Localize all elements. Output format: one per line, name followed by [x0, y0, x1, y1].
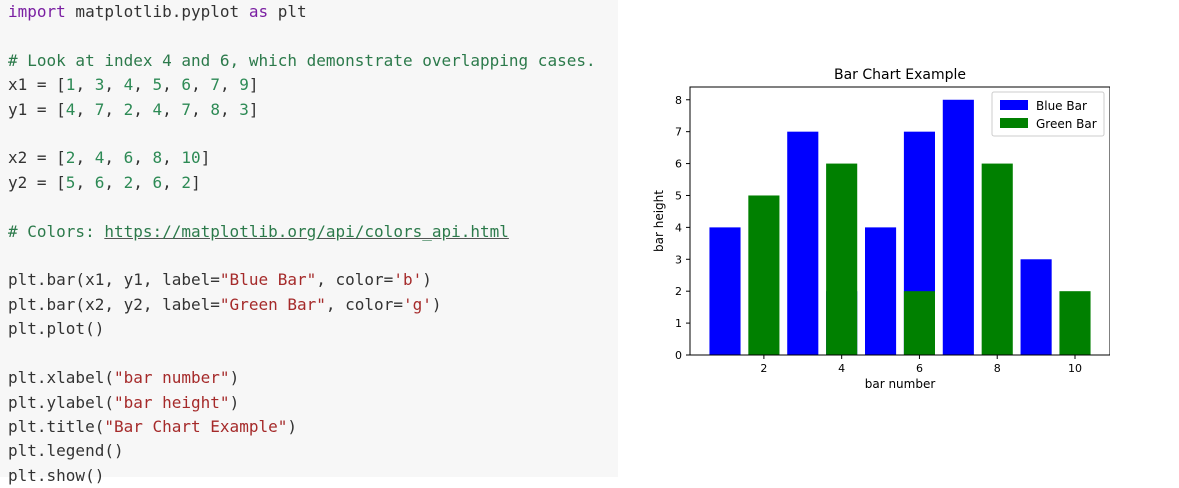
bar-blue-3 [787, 131, 819, 355]
y-tick-label: 2 [675, 285, 682, 298]
x-tick-label: 10 [1068, 362, 1082, 375]
code-comment-colors: # Colors: https://matplotlib.org/api/col… [8, 221, 509, 241]
bar-green-6 [903, 291, 935, 355]
y-tick-label: 1 [675, 317, 682, 330]
code-editor[interactable]: import matplotlib.pyplot as plt # Look a… [8, 0, 618, 488]
code-text: plt [268, 2, 307, 21]
code-comment: # Look at index 4 and 6, which demonstra… [8, 50, 596, 70]
y-tick-label: 0 [675, 349, 682, 362]
x-axis-label: bar number [865, 377, 936, 391]
legend-swatch-blue [1000, 100, 1028, 110]
code-line-x2: x2 = [2, 4, 6, 8, 10] [8, 148, 211, 168]
y-tick-label: 7 [675, 126, 682, 139]
bar-blue-7 [942, 99, 974, 355]
bar-green-10 [1059, 291, 1091, 355]
bar-chart: 2 4 6 8 10 0 1 2 3 4 5 6 7 8 Bar Chart Example bar numb… [640, 55, 1110, 405]
axes-frame [689, 86, 1110, 356]
code-line-plot: plt.plot() [8, 319, 105, 339]
bar-green-4 [826, 163, 858, 355]
y-axis-label: bar height [652, 190, 666, 252]
bar-green-2 [748, 195, 780, 355]
y-tick-label: 6 [675, 158, 682, 171]
x-tick-label: 6 [916, 362, 923, 375]
keyword: import [8, 2, 66, 21]
code-line-y2: y2 = [5, 6, 2, 6, 2] [8, 172, 201, 192]
colors-doc-link[interactable]: https://matplotlib.org/api/colors_api.ht… [104, 221, 509, 241]
chart-svg: 2 4 6 8 10 0 1 2 3 4 5 6 7 8 Bar Chart Example bar numb… [652, 67, 1110, 391]
y-tick-label: 5 [675, 189, 682, 202]
y-tick-label: 4 [675, 221, 682, 234]
code-line-show: plt.show() [8, 465, 105, 485]
chart-title: Bar Chart Example [834, 67, 966, 83]
legend-swatch-green [1000, 118, 1028, 128]
code-line-title: plt.title("Bar Chart Example") [8, 416, 297, 436]
x-tick-label: 2 [760, 362, 767, 375]
code-line-xlabel: plt.xlabel("bar number") [8, 368, 240, 388]
code-line-import: import matplotlib.pyplot as plt [8, 2, 307, 21]
bar-blue-9 [1020, 259, 1052, 355]
code-cell[interactable]: import matplotlib.pyplot as plt # Look a… [0, 0, 618, 485]
x-tick-label: 8 [994, 362, 1001, 375]
code-line-ylabel: plt.ylabel("bar height") [8, 392, 240, 412]
code-line-legend: plt.legend() [8, 441, 124, 461]
code-line-bar1: plt.bar(x1, y1, label="Blue Bar", color=… [8, 270, 432, 290]
y-tick-label: 3 [675, 253, 682, 266]
bar-green-8 [981, 163, 1013, 355]
bar-blue-1 [709, 227, 741, 355]
legend-label-blue: Blue Bar [1036, 99, 1087, 113]
y-tick-label: 8 [675, 94, 682, 107]
cell-output: 2 4 6 8 10 0 1 2 3 4 5 6 7 8 Bar Chart Example bar numb… [640, 55, 1110, 405]
code-line-bar2: plt.bar(x2, y2, label="Green Bar", color… [8, 294, 442, 314]
x-tick-label: 4 [838, 362, 845, 375]
legend-label-green: Green Bar [1036, 117, 1097, 131]
bar-blue-5 [865, 227, 897, 355]
code-text: matplotlib.pyplot [65, 2, 249, 21]
keyword: as [248, 2, 269, 21]
code-line-x1: x1 = [1, 3, 4, 5, 6, 7, 9] [8, 75, 259, 95]
code-line-y1: y1 = [4, 7, 2, 4, 7, 8, 3] [8, 99, 259, 119]
